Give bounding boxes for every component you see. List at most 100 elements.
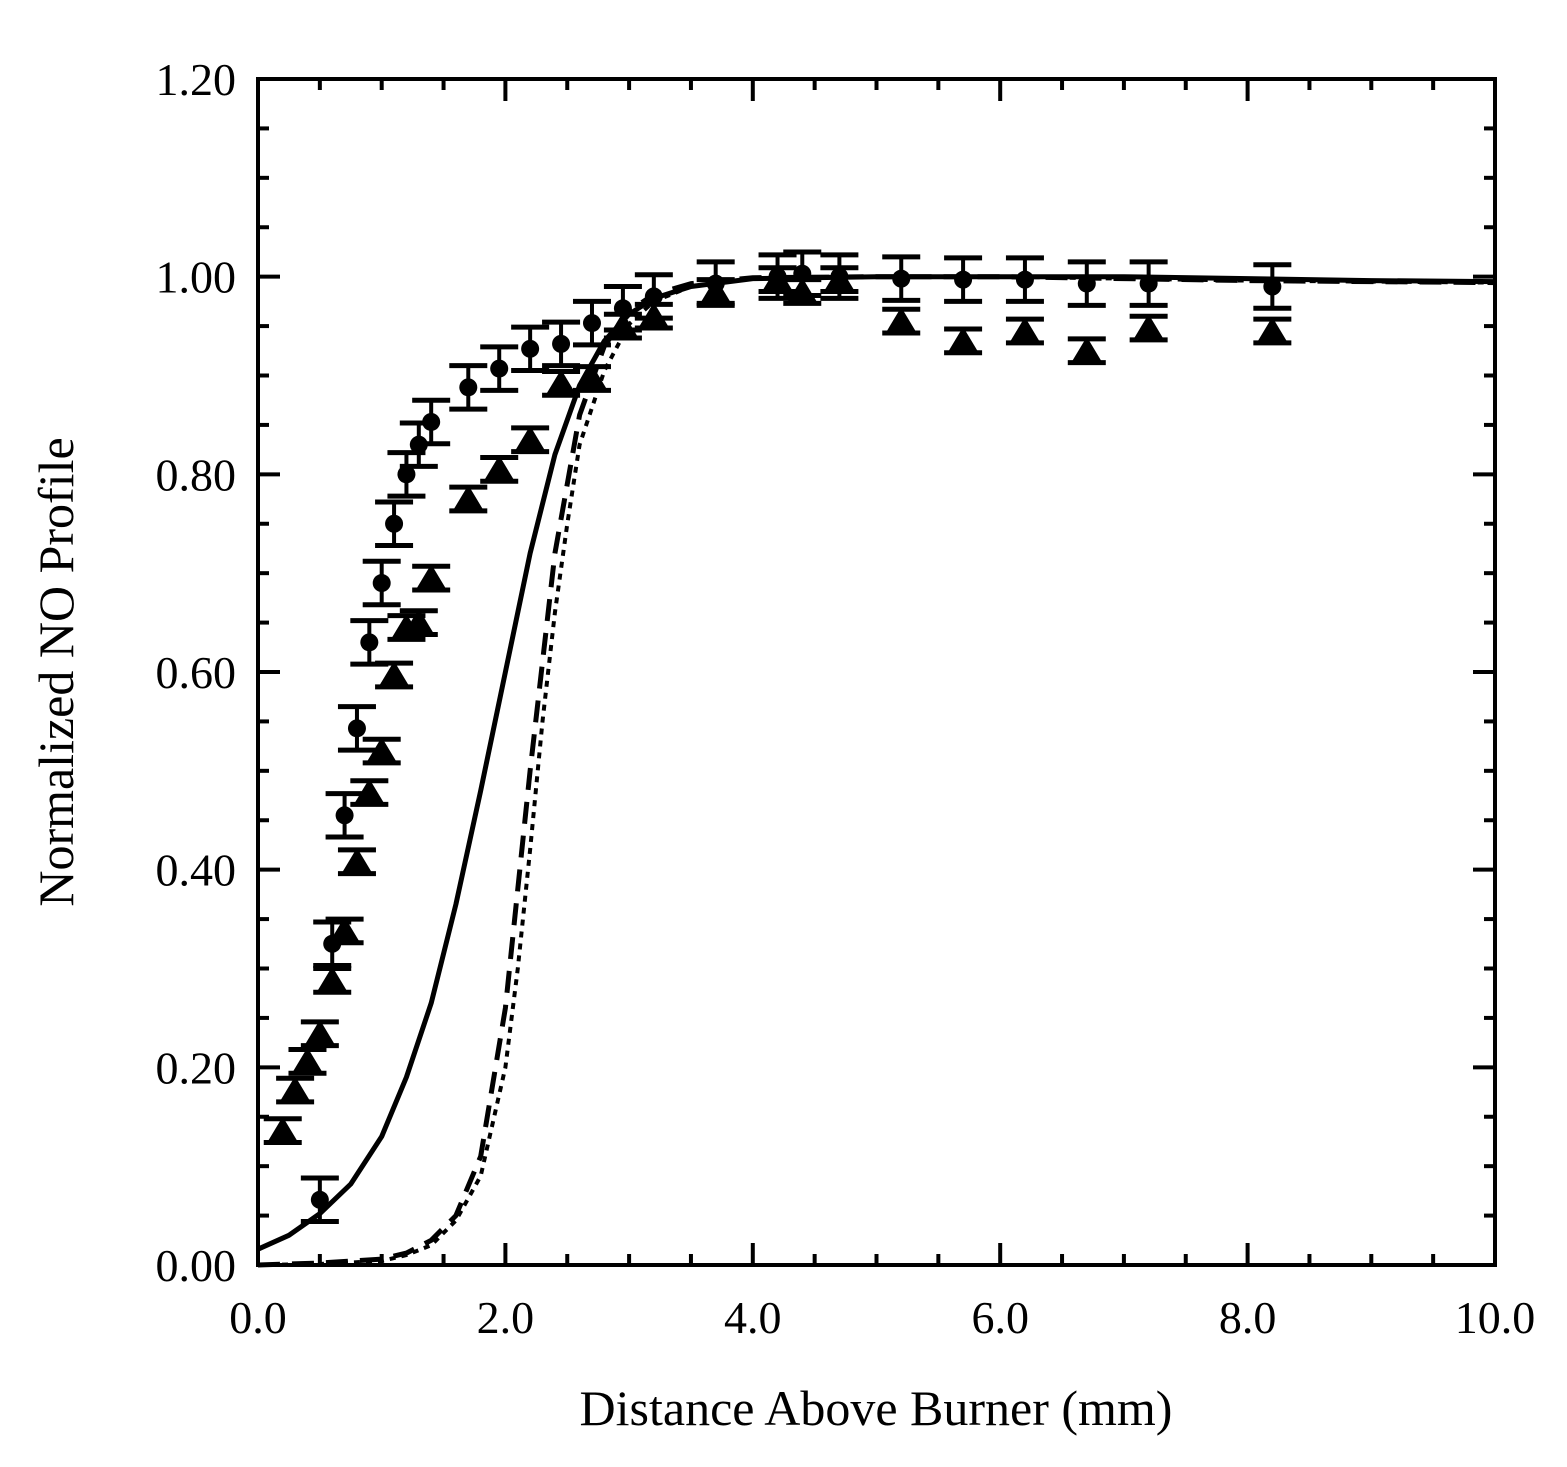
triangle-data-point — [542, 369, 581, 398]
triangle-data-point — [313, 966, 352, 995]
triangle-data-point — [449, 484, 488, 514]
circle-data-point — [350, 618, 389, 667]
circle-data-point — [480, 344, 519, 393]
triangle-data-point — [696, 277, 735, 306]
x-tick-label: 2.0 — [477, 1292, 535, 1343]
triangle-marker — [1072, 336, 1102, 362]
solid-model-curve — [256, 274, 1496, 1252]
triangle-data-point — [758, 265, 797, 294]
triangle-marker — [342, 847, 372, 873]
triangle-data-point — [783, 277, 822, 306]
circle-marker — [372, 574, 391, 593]
model-curves — [256, 274, 1496, 1268]
dotted-model-curve — [257, 274, 1496, 1267]
x-tick-label: 10.0 — [1455, 1292, 1536, 1343]
circle-marker — [310, 1190, 329, 1209]
triangle-marker — [546, 369, 576, 394]
y-tick-label: 0.60 — [156, 647, 237, 698]
y-tick-label: 1.20 — [156, 54, 237, 105]
triangle-marker — [416, 564, 446, 589]
triangle-marker — [292, 1047, 323, 1072]
x-tick-label: 6.0 — [971, 1292, 1029, 1343]
triangle-marker — [354, 778, 384, 804]
triangle-data-point — [337, 847, 376, 877]
circle-marker — [385, 514, 404, 533]
triangle-marker — [639, 302, 669, 327]
x-tick-label: 0.0 — [229, 1292, 287, 1343]
circle-data-point — [300, 1175, 339, 1225]
triangle-marker — [577, 364, 607, 389]
triangle-marker — [484, 455, 514, 480]
triangle-marker — [886, 307, 916, 332]
circle-data-point — [325, 791, 364, 840]
dashed-model-curve — [257, 274, 1496, 1268]
circle-data-point — [337, 704, 376, 753]
triangle-data-point — [399, 608, 438, 637]
x-axis-title: Distance Above Burner (mm) — [580, 1380, 1173, 1436]
data-points — [263, 249, 1292, 1225]
circle-marker — [582, 314, 601, 333]
circle-marker — [892, 269, 911, 288]
triangle-marker — [787, 277, 817, 302]
y-tick-label: 0.40 — [156, 845, 237, 896]
triangle-marker — [608, 312, 638, 337]
circle-data-point — [362, 558, 401, 608]
circle-marker — [422, 412, 441, 431]
triangle-data-point — [1005, 316, 1044, 346]
triangle-marker — [948, 326, 978, 352]
triangle-data-point — [375, 660, 414, 690]
triangle-data-point — [882, 306, 921, 336]
triangle-marker — [329, 916, 360, 942]
circle-marker — [347, 719, 366, 738]
triangle-data-point — [325, 916, 364, 946]
circle-marker — [954, 270, 973, 289]
triangle-data-point — [412, 563, 451, 593]
y-tick-label: 0.80 — [156, 449, 237, 500]
triangle-marker — [453, 485, 483, 510]
triangle-data-point — [511, 425, 550, 455]
circle-data-point — [572, 298, 611, 348]
y-tick-label: 0.20 — [156, 1042, 237, 1093]
triangle-marker — [515, 425, 545, 451]
circle-marker — [644, 287, 663, 306]
circle-marker — [1263, 277, 1282, 296]
triangle-data-point — [1067, 336, 1106, 366]
triangle-data-point — [480, 455, 519, 484]
circle-marker — [459, 378, 478, 397]
triangle-marker — [280, 1076, 310, 1101]
circle-data-point — [1129, 259, 1168, 308]
triangle-marker — [305, 1019, 335, 1045]
triangle-marker — [317, 966, 347, 991]
circle-marker — [1139, 274, 1158, 293]
triangle-marker — [701, 277, 731, 302]
tick-labels: 0.0 2.0 4.0 6.0 8.0 10.0 0.00 0.20 0.40 0.60 0.80 1… — [156, 54, 1536, 1343]
y-axis-title: Normalized NO Profile — [28, 437, 84, 906]
triangle-data-point — [300, 1019, 339, 1049]
circle-marker — [360, 633, 379, 652]
y-tick-label: 0.00 — [156, 1240, 237, 1291]
triangle-data-point — [572, 364, 611, 393]
triangle-data-point — [276, 1075, 315, 1105]
triangle-data-point — [288, 1047, 327, 1076]
circle-data-point — [1253, 262, 1292, 311]
triangle-data-point — [1129, 313, 1168, 343]
triangle-marker — [1133, 314, 1164, 339]
triangle-marker — [379, 661, 409, 686]
triangle-data-point — [263, 1116, 302, 1145]
circle-data-point — [375, 499, 414, 548]
triangle-marker — [1010, 317, 1040, 342]
triangle-marker — [268, 1116, 298, 1142]
triangle-marker — [824, 265, 855, 291]
circle-marker — [335, 806, 354, 825]
circle-data-point — [449, 363, 488, 412]
triangle-marker — [762, 265, 793, 291]
circle-marker — [552, 334, 571, 353]
circle-marker — [1015, 270, 1034, 289]
circle-marker — [490, 359, 509, 378]
plot-frame — [256, 77, 1497, 1267]
triangle-marker — [1257, 317, 1287, 342]
x-tick-label: 8.0 — [1219, 1292, 1277, 1343]
triangle-data-point — [1253, 316, 1292, 346]
triangle-data-point — [603, 311, 642, 341]
